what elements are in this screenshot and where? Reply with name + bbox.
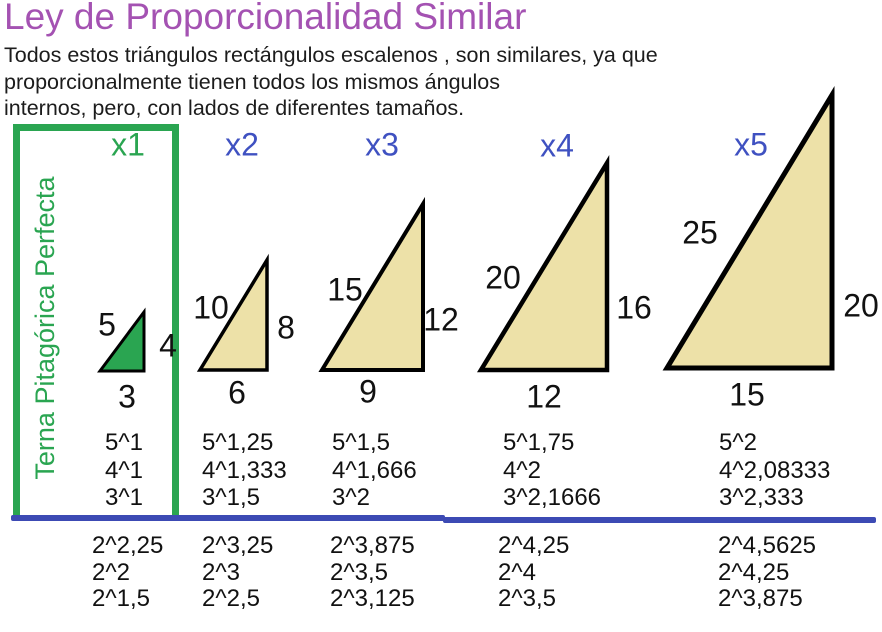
divider-line-left [11,515,445,521]
powers-top-x3: 5^1,5 4^1,666 3^2 [332,429,417,512]
powers-bottom-x2: 2^3,25 2^3 2^2,5 [202,532,274,613]
x4-hypotenuse-length: 20 [485,259,521,296]
x4-base-length: 12 [526,378,562,415]
power-value: 3^2,1666 [503,484,602,511]
power-value: 2^4,25 [498,532,570,559]
power-value: 2^4,5625 [718,532,817,559]
powers-bottom-x3: 2^3,875 2^3,5 2^3,125 [330,532,415,613]
x2-hypotenuse-length: 10 [193,289,229,326]
power-value: 5^2 [719,429,757,456]
description-line-2: proporcionalmente tienen todos los mismo… [4,69,500,94]
description-line-1: Todos estos triángulos rectángulos escal… [4,43,658,67]
power-value: 2^2,25 [92,532,164,559]
power-value: 5^1,5 [332,429,390,456]
power-value: 2^2,5 [202,585,260,612]
x5-vertical-length: 20 [843,287,879,324]
column-header-x4: x4 [540,127,574,164]
power-value: 3^1,5 [202,484,260,511]
power-value: 2^3,875 [330,532,415,559]
x5-hypotenuse-length: 25 [682,214,718,251]
description: Todos estos triángulos rectángulos escal… [4,42,658,122]
x1-vertical-length: 4 [159,327,177,364]
power-value: 2^2 [92,558,130,586]
x3-hypotenuse-length: 15 [327,271,363,308]
power-value: 3^1 [105,484,143,511]
power-value: 2^3,125 [330,585,415,612]
power-value: 5^1 [105,429,143,456]
power-value: 4^1,333 [202,456,287,484]
power-value: 4^2,08333 [719,456,831,484]
triangle-x5-icon [662,86,835,371]
power-value: 4^1 [105,456,143,484]
page-title: Ley de Proporcionalidad Similar [4,0,527,37]
power-value: 2^3,5 [330,558,388,586]
powers-bottom-x5: 2^4,5625 2^4,25 2^3,875 [718,532,817,613]
power-value: 2^3,875 [718,585,803,612]
powers-top-x4: 5^1,75 4^2 3^2,1666 [503,429,601,512]
power-value: 5^1,25 [202,429,274,456]
power-value: 4^1,666 [332,456,417,484]
powers-bottom-x1: 2^2,25 2^2 2^1,5 [92,532,164,613]
column-header-x1: x1 [111,126,145,163]
powers-top-x1: 5^1 4^1 3^1 [105,429,143,512]
power-value: 3^2 [332,484,370,511]
powers-top-x5: 5^2 4^2,08333 3^2,333 [719,429,830,512]
power-value: 2^1,5 [92,585,150,612]
x4-vertical-length: 16 [616,289,652,326]
powers-bottom-x4: 2^4,25 2^4 2^3,5 [498,532,570,613]
x1-hypotenuse-length: 5 [98,306,116,343]
triangle-x2-icon [196,253,269,372]
column-header-x2: x2 [225,126,259,163]
x1-base-length: 3 [118,378,136,415]
x3-vertical-length: 12 [423,301,459,338]
power-value: 2^4 [498,558,536,586]
power-value: 5^1,75 [503,429,575,456]
column-header-x3: x3 [365,126,399,163]
power-value: 2^3,25 [202,532,274,559]
power-value: 2^4,25 [718,558,790,586]
triangle-x1-icon [97,307,146,373]
power-value: 3^2,333 [719,484,804,511]
x2-base-length: 6 [228,374,246,411]
triangle-x4-icon [476,154,610,373]
power-value: 2^3,5 [498,585,556,612]
x5-base-length: 15 [729,376,765,413]
x2-vertical-length: 8 [277,309,295,346]
x1-highlight-box [13,124,179,516]
triangle-x3-icon [318,196,425,372]
column-header-x5: x5 [734,126,768,163]
powers-top-x2: 5^1,25 4^1,333 3^1,5 [202,429,287,512]
divider-line-right [443,517,876,523]
x3-base-length: 9 [359,373,377,410]
description-line-3: internos, pero, con lados de diferentes … [4,96,465,120]
power-value: 4^2 [503,456,541,484]
power-value: 2^3 [202,558,240,586]
